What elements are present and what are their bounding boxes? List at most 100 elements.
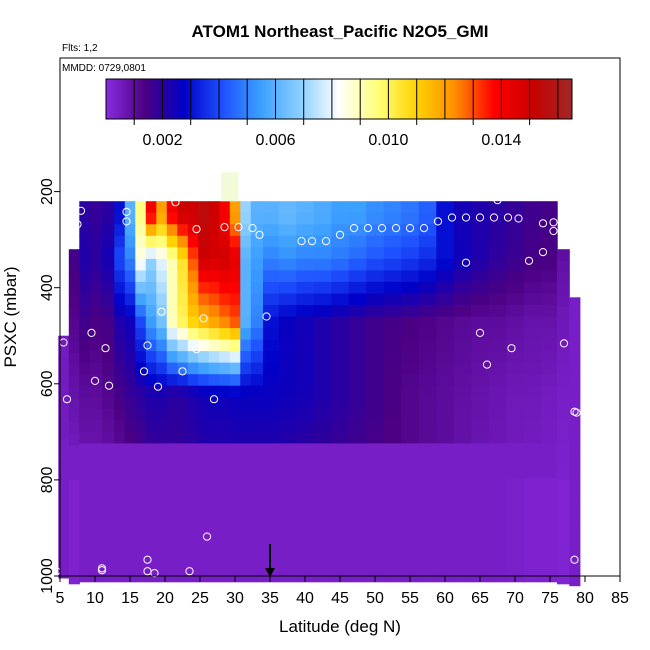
- heatmap-cell: [79, 547, 91, 560]
- heatmap-cell: [58, 474, 70, 487]
- heatmap-cell: [541, 328, 558, 341]
- heatmap-cell: [79, 454, 91, 467]
- heatmap-cell: [219, 339, 231, 352]
- heatmap-cell: [296, 212, 315, 225]
- heatmap-cell: [135, 524, 147, 537]
- heatmap-cell: [331, 524, 350, 537]
- heatmap-cell: [68, 572, 80, 585]
- heatmap-cell: [102, 524, 115, 537]
- x-axis: 5 10 15 20 25 30 35 40 45 50 55 60 65 70 75 80 85: [56, 576, 629, 607]
- heatmap-cell: [506, 374, 525, 387]
- heatmap-cell: [436, 489, 455, 502]
- heatmap-cell: [331, 454, 350, 467]
- observation-point: [220, 223, 229, 232]
- heatmap-cell: [68, 341, 80, 354]
- heatmap-cell: [250, 247, 264, 260]
- heatmap-cell: [401, 235, 420, 248]
- heatmap-cell: [278, 512, 297, 525]
- observation-point: [157, 307, 166, 316]
- heatmap-cell: [569, 562, 581, 575]
- heatmap-cell: [89, 547, 103, 560]
- heatmap-cell: [523, 212, 542, 225]
- heatmap-cell: [541, 431, 558, 444]
- heatmap-cell: [240, 558, 252, 571]
- heatmap-cell: [436, 535, 455, 548]
- heatmap-cell: [219, 212, 231, 225]
- heatmap-cell: [557, 537, 570, 550]
- heatmap-cell: [198, 212, 210, 225]
- heatmap-cell: [471, 535, 490, 548]
- heatmap-cell: [331, 235, 350, 248]
- heatmap-cell: [569, 308, 581, 321]
- chart-title: ATOM1 Northeast_Pacific N2O5_GMI: [192, 22, 489, 41]
- heatmap-cell: [135, 235, 147, 248]
- heatmap-cell: [331, 224, 350, 237]
- heatmap-cell: [418, 535, 437, 548]
- heatmap-cell: [68, 318, 80, 331]
- heatmap-cell: [348, 305, 367, 318]
- heatmap-cell: [569, 320, 581, 333]
- heatmap-cell: [418, 431, 437, 444]
- heatmap-cell: [240, 362, 252, 375]
- heatmap-cell: [278, 305, 297, 318]
- heatmap-cell: [331, 408, 350, 421]
- heatmap-cell: [557, 353, 570, 366]
- heatmap-cell: [348, 501, 367, 514]
- heatmap-cell: [506, 281, 525, 294]
- heatmap-cell: [348, 489, 367, 502]
- heatmap-cell: [250, 201, 264, 214]
- heatmap-cell: [229, 247, 241, 260]
- heatmap-cell: [124, 535, 136, 548]
- heatmap-cell: [250, 385, 264, 398]
- heatmap-cell: [366, 535, 385, 548]
- heatmap-cell: [366, 201, 385, 214]
- heatmap-cell: [541, 201, 558, 214]
- heatmap-cell: [348, 454, 367, 467]
- heatmap-cell: [453, 374, 472, 387]
- heatmap-cell: [348, 247, 367, 260]
- heatmap-cell: [68, 283, 80, 296]
- heatmap-cell: [135, 270, 147, 283]
- heatmap-cell: [488, 270, 507, 283]
- heatmap-cell: [89, 293, 103, 306]
- heatmap-cell: [401, 270, 420, 283]
- heatmap-cell: [296, 558, 315, 571]
- heatmap-cell: [263, 247, 280, 260]
- heatmap-cell: [229, 351, 241, 364]
- heatmap-cell: [187, 258, 199, 271]
- heatmap-cell: [569, 378, 581, 391]
- heatmap-cell: [114, 466, 126, 479]
- heatmap-cell: [166, 351, 178, 364]
- heatmap-cell: [263, 305, 280, 318]
- heatmap-cell: [541, 305, 558, 318]
- heatmap-cell: [166, 270, 178, 283]
- heatmap-cell: [156, 478, 168, 491]
- heatmap-cell: [296, 339, 315, 352]
- heatmap-cell: [177, 224, 189, 237]
- heatmap-cell: [471, 385, 490, 398]
- x-tick-label: 10: [86, 590, 104, 607]
- x-tick-label: 40: [296, 590, 314, 607]
- heatmap-cell: [278, 385, 297, 398]
- heatmap-cell: [102, 454, 115, 467]
- heatmap-cell: [383, 247, 402, 260]
- heatmap-cell: [296, 397, 315, 410]
- heatmap-cell: [229, 408, 241, 421]
- heatmap-cell: [331, 362, 350, 375]
- heatmap-cell: [229, 512, 241, 525]
- heatmap-cell: [135, 535, 147, 548]
- heatmap-cell: [366, 247, 385, 260]
- heatmap-cell: [124, 258, 136, 271]
- heatmap-cell: [89, 443, 103, 456]
- heatmap-cell: [453, 397, 472, 410]
- heatmap-cell: [89, 524, 103, 537]
- heatmap-cell: [331, 431, 350, 444]
- heatmap-cell: [240, 351, 252, 364]
- heatmap-cell: [177, 305, 189, 318]
- heatmap-cell: [250, 270, 264, 283]
- heatmap-cell: [102, 212, 115, 225]
- heatmap-cell: [219, 501, 231, 514]
- heatmap-cell: [506, 328, 525, 341]
- heatmap-cell: [523, 305, 542, 318]
- heatmap-cell: [156, 443, 168, 456]
